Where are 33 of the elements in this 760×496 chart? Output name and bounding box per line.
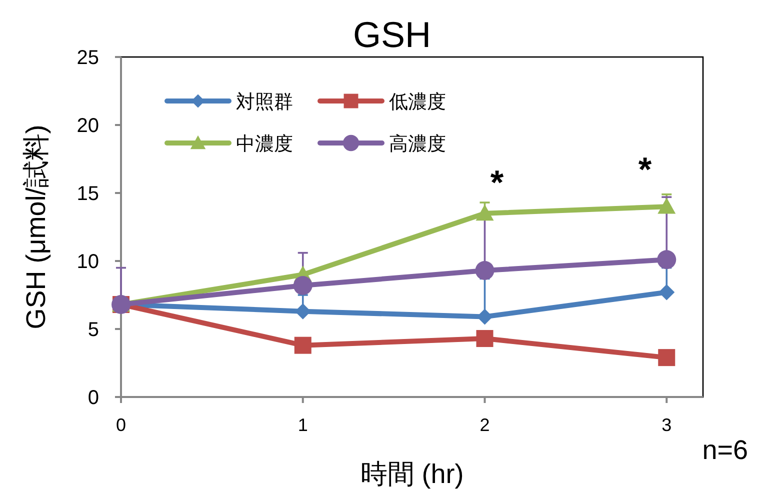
- legend-item: 対照群: [164, 92, 293, 113]
- y-tick-label: 10: [76, 251, 99, 273]
- legend-item: 高濃度: [318, 134, 446, 155]
- point: [476, 204, 494, 221]
- annotation: *: [638, 151, 652, 189]
- point: [475, 261, 494, 280]
- annotation: *: [490, 164, 504, 202]
- y-tick-label: 0: [88, 387, 99, 409]
- point: [294, 336, 312, 354]
- x-axis-title: 時間 (hr): [360, 459, 464, 489]
- legend-label: 対照群: [236, 91, 293, 113]
- y-tick-label: 5: [88, 319, 99, 341]
- x-tick-label: 1: [298, 415, 308, 435]
- legend-label: 高濃度: [389, 133, 446, 155]
- x-tick-label: 3: [662, 415, 672, 435]
- point: [657, 250, 676, 270]
- y-axis-title: GSH (μmol/試料): [21, 124, 51, 330]
- chart-title: GSH: [352, 14, 432, 55]
- x-tick-label: 0: [116, 415, 126, 435]
- point: [658, 198, 676, 214]
- point: [658, 349, 676, 366]
- point: [293, 276, 312, 295]
- y-tick-label: 15: [76, 183, 99, 205]
- y-tick-label: 20: [76, 115, 99, 137]
- y-tick-label: 25: [76, 47, 99, 69]
- text: n=6: [702, 435, 748, 465]
- legend-label: 低濃度: [389, 91, 446, 113]
- point: [658, 284, 675, 300]
- point: [476, 330, 494, 348]
- legend-label: 中濃度: [236, 133, 293, 155]
- legend-item: 低濃度: [318, 92, 446, 113]
- legend-item: 中濃度: [164, 134, 293, 155]
- x-tick-label: 2: [480, 415, 490, 435]
